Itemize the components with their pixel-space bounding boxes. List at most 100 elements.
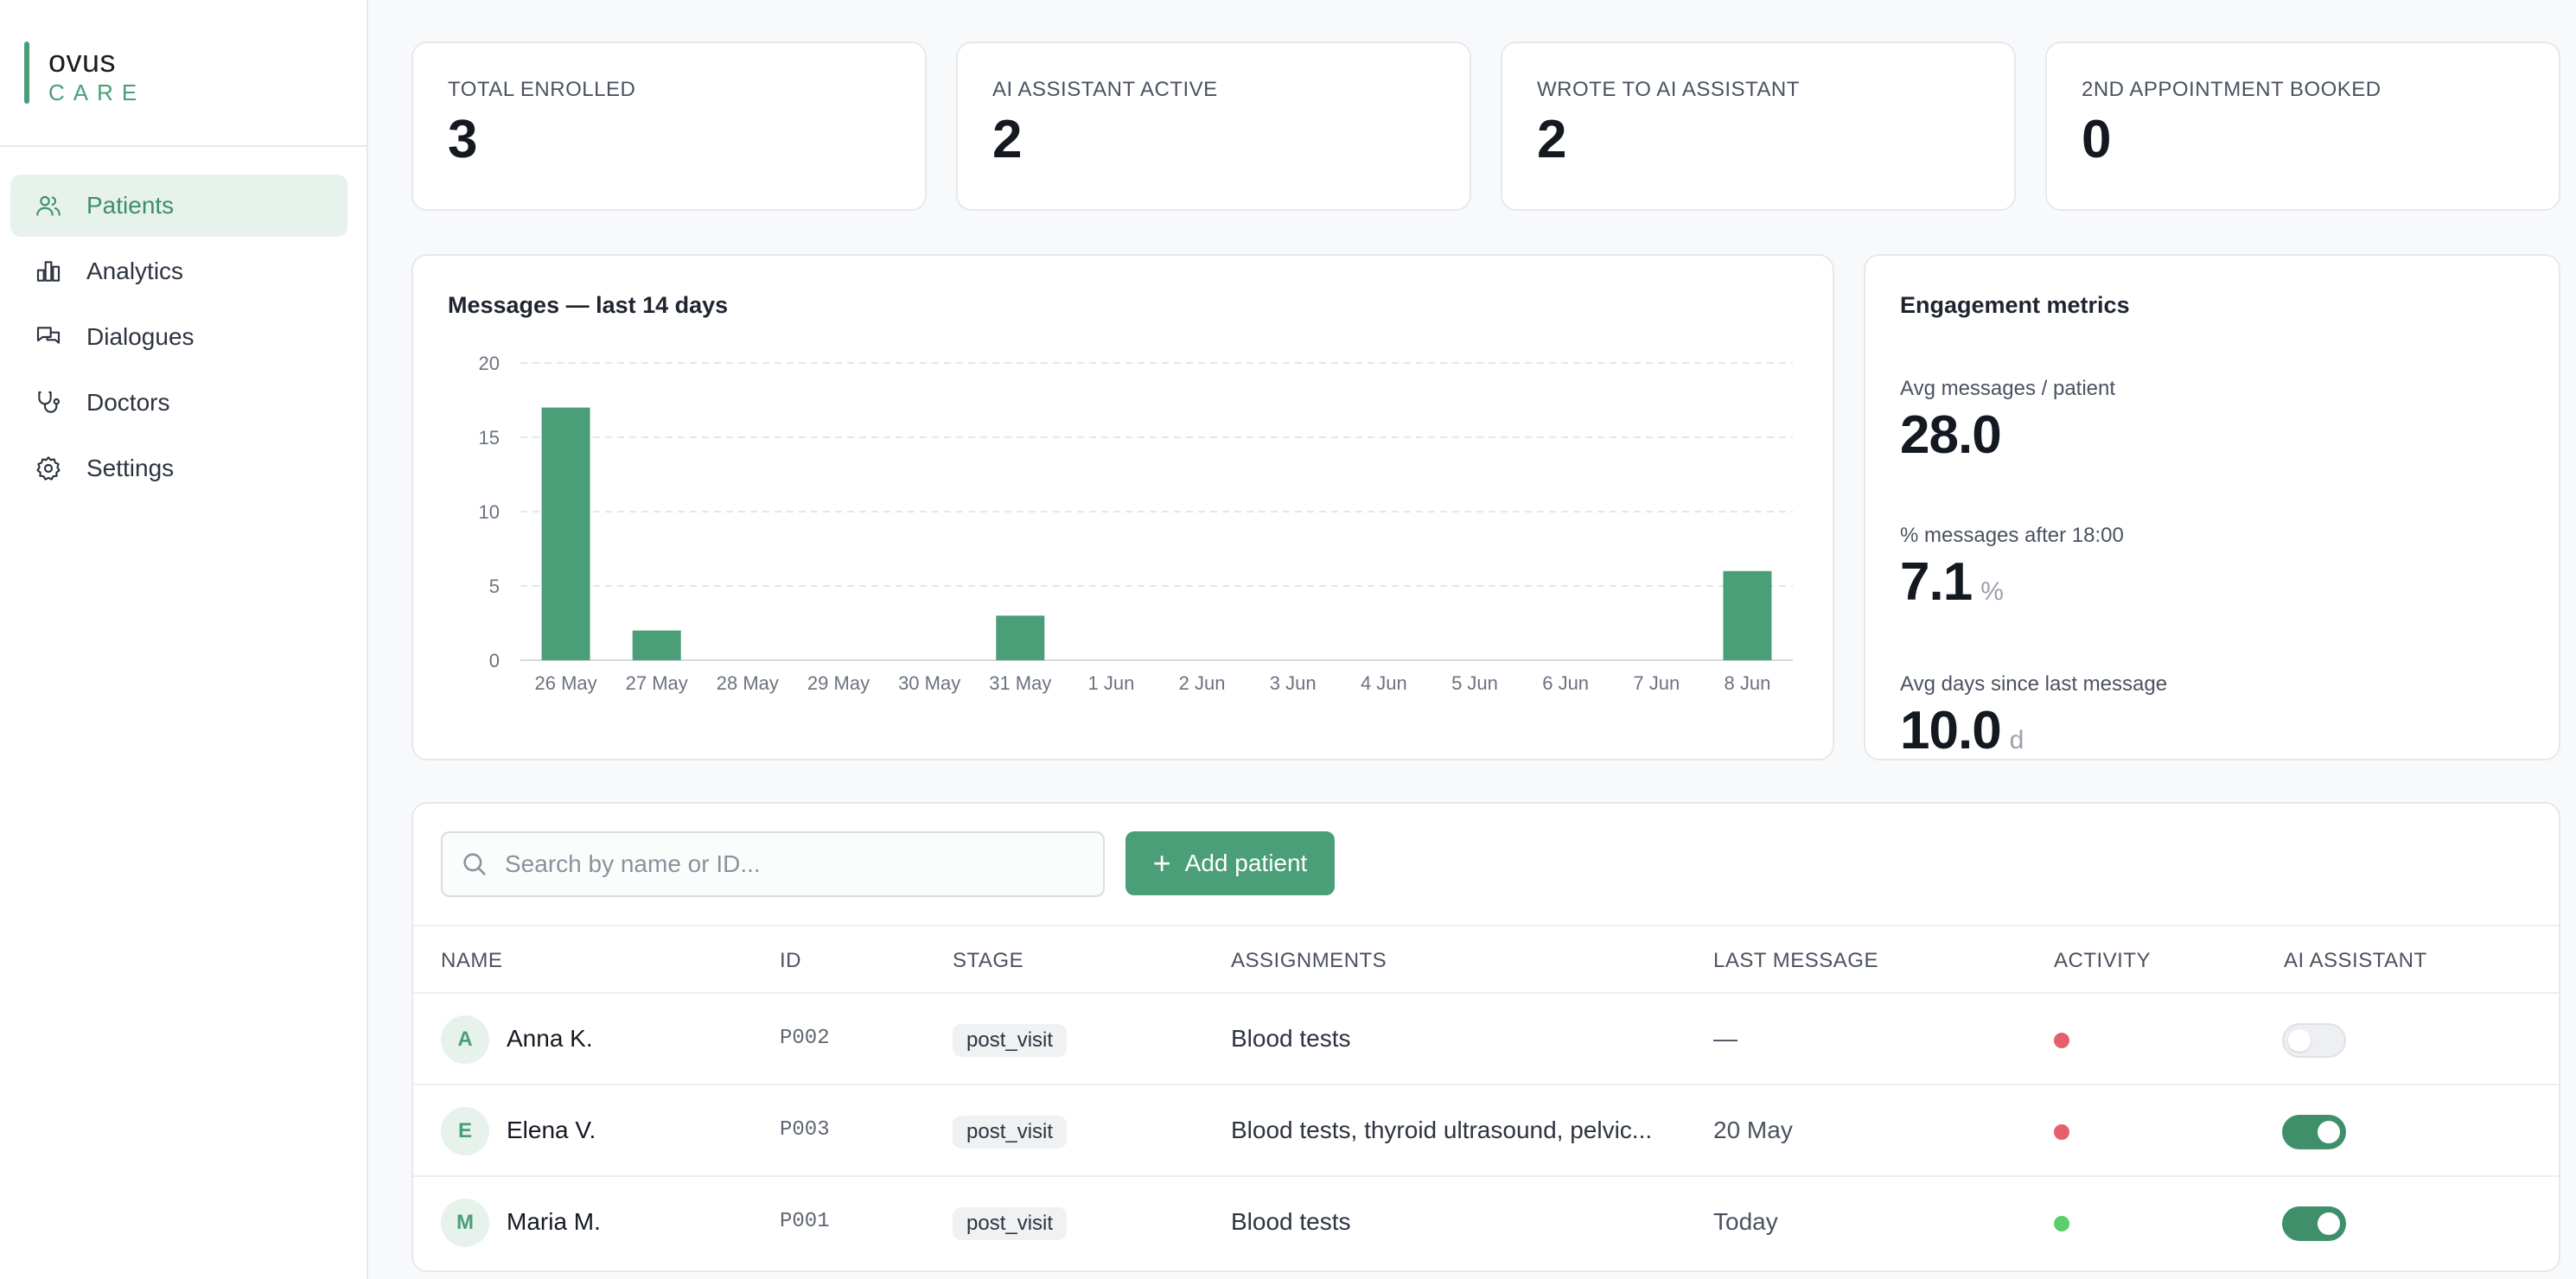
stage-badge: post_visit [953,1024,1068,1057]
stat-label: 2ND APPOINTMENT BOOKED [2082,78,2382,101]
engagement-metrics-card: Engagement metrics Avg messages / patien… [1864,254,2560,760]
sidebar-item-label: Settings [86,455,175,481]
stat-label: TOTAL ENROLLED [448,78,636,101]
brand-accent-bar [24,41,29,104]
bar [541,407,590,660]
table-body: A Anna K. P002 post_visit Blood tests — … [413,994,2559,1270]
stat-label: AI ASSISTANT ACTIVE [992,78,1218,101]
x-tick-label: 5 Jun [1451,672,1498,694]
y-tick-label: 10 [479,501,500,523]
bar-chart-icon [35,258,62,285]
last-message: Today [1713,1208,1778,1235]
column-header-activity[interactable]: ACTIVITY [2054,949,2152,972]
patient-name[interactable]: Elena V. [507,1117,596,1143]
metric-label: Avg days since last message [1900,672,2168,696]
table-row[interactable]: A Anna K. P002 post_visit Blood tests — [413,994,2559,1085]
column-header-ai-assistant[interactable]: AI ASSISTANT [2284,949,2427,972]
sidebar-item-label: Dialogues [86,323,194,350]
search-box [441,831,1105,897]
ai-assistant-toggle[interactable] [2282,1206,2346,1241]
sidebar-item-settings[interactable]: Settings [10,437,348,500]
metric-unit: % [1980,577,2004,606]
bar [1723,570,1772,660]
avatar: M [441,1199,489,1247]
messages-chart-card: Messages — last 14 days 0 5 10 15 20 26 May 27… [411,254,1834,760]
table-header: NAME ID STAGE ASSIGNMENTS LAST MESSAGE A… [413,925,2559,994]
assignments: Blood tests [1231,1025,1351,1052]
stat-card-wrote-to-ai: WROTE TO AI ASSISTANT 2 [1501,41,2016,211]
sidebar-item-label: Patients [86,192,175,219]
sidebar: ovus CARE Patients Analytics Dialogues [0,0,368,1279]
x-tick-label: 6 Jun [1542,672,1589,694]
toggle-knob [2318,1212,2340,1235]
brand-name: ovus [48,43,117,79]
toggle-knob [2318,1121,2340,1143]
table-row[interactable]: E Elena V. P003 post_visit Blood tests, … [413,1085,2559,1177]
patient-id: P002 [780,1027,830,1050]
patient-id: P003 [780,1118,830,1142]
patient-name[interactable]: Anna K. [507,1025,593,1052]
bar [996,615,1045,660]
x-tick-label: 30 May [898,672,960,694]
last-message: — [1713,1025,1738,1052]
column-header-id[interactable]: ID [780,949,801,972]
metric-value-days-since: 10.0 d [1900,700,2024,760]
column-header-stage[interactable]: STAGE [953,949,1024,972]
ai-assistant-toggle[interactable] [2282,1115,2346,1149]
metric-number: 28.0 [1900,405,2002,465]
x-tick-label: 29 May [807,672,870,694]
metric-number: 7.1 [1900,552,1973,612]
table-row[interactable]: M Maria M. P001 post_visit Blood tests T… [413,1177,2559,1269]
stethoscope-icon [35,389,62,417]
column-header-last-message[interactable]: LAST MESSAGE [1713,949,1878,972]
y-tick-label: 15 [479,427,500,449]
x-tick-label: 27 May [626,672,688,694]
chat-icon [35,323,62,351]
patients-table-card: + Add patient NAME ID STAGE ASSIGNMENTS … [411,802,2560,1272]
assignments: Blood tests [1231,1208,1351,1235]
metric-value-after-18: 7.1% [1900,551,2004,613]
bar [632,630,681,660]
stat-value: 3 [448,110,478,169]
search-input[interactable] [505,850,1093,878]
activity-status-dot [2054,1124,2069,1140]
x-tick-label: 2 Jun [1179,672,1226,694]
engagement-title: Engagement metrics [1900,292,2130,318]
metric-unit: d [2009,726,2024,754]
stage-badge: post_visit [953,1116,1068,1149]
activity-status-dot [2054,1033,2069,1048]
search-icon [460,849,489,879]
stat-value: 0 [2082,110,2112,169]
stage-badge: post_visit [953,1207,1068,1240]
activity-status-dot [2054,1216,2069,1231]
y-tick-label: 5 [489,576,500,597]
patient-name[interactable]: Maria M. [507,1208,601,1235]
last-message: 20 May [1713,1117,1793,1143]
stat-label: WROTE TO AI ASSISTANT [1537,78,1800,101]
metric-value-avg-messages: 28.0 [1900,404,2002,466]
x-tick-label: 8 Jun [1725,672,1771,694]
ai-assistant-toggle[interactable] [2282,1023,2346,1058]
plus-icon: + [1152,845,1171,881]
column-header-name[interactable]: NAME [441,949,503,972]
brand: ovus CARE [0,0,367,147]
x-tick-label: 4 Jun [1361,672,1407,694]
metric-number: 10.0 [1900,701,2002,760]
chart-title: Messages — last 14 days [448,292,729,318]
x-tick-label: 26 May [534,672,596,694]
sidebar-item-patients[interactable]: Patients [10,175,348,237]
gear-icon [35,455,62,482]
sidebar-item-dialogues[interactable]: Dialogues [10,306,348,368]
x-tick-label: 7 Jun [1633,672,1680,694]
x-tick-label: 1 Jun [1088,672,1135,694]
sidebar-item-label: Analytics [86,258,184,284]
metric-label: % messages after 18:00 [1900,524,2124,547]
sidebar-item-analytics[interactable]: Analytics [10,240,348,302]
messages-bar-chart: 0 5 10 15 20 26 May 27 May 28 May 29 May 30 May 31… [479,353,1793,694]
stat-value: 2 [992,110,1023,169]
add-patient-button[interactable]: + Add patient [1125,831,1335,895]
sidebar-item-doctors[interactable]: Doctors [10,372,348,434]
column-header-assignments[interactable]: ASSIGNMENTS [1231,949,1387,972]
y-tick-label: 20 [479,353,500,374]
assignments: Blood tests, thyroid ultrasound, pelvic.… [1231,1117,1653,1143]
